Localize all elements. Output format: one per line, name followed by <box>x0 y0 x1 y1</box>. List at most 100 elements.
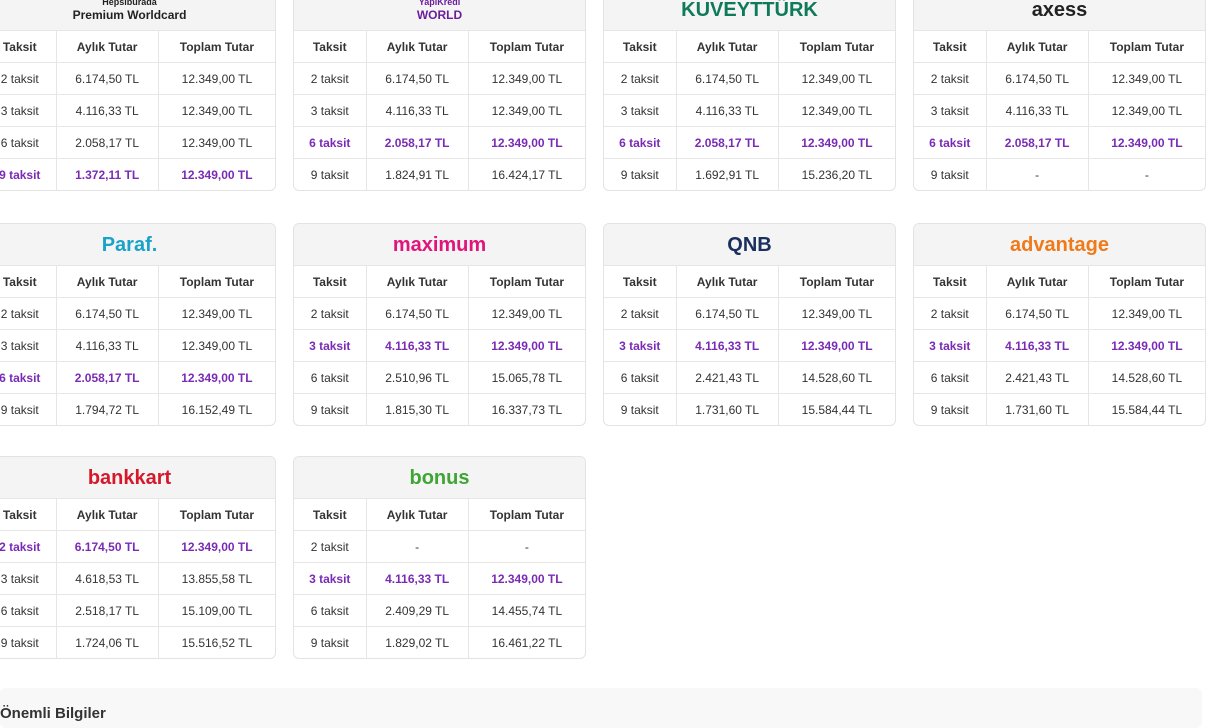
table-cell: 6 taksit <box>929 135 971 150</box>
table-cell: 6 taksit <box>930 370 969 385</box>
table-cell: 4.116,33 TL <box>985 95 1088 126</box>
installment-row: 9 taksit 1.829,02 TL 16.461,22 TL <box>294 626 585 658</box>
table-cell: 14.528,60 TL <box>1087 362 1205 393</box>
header-cell: Taksit <box>622 274 657 289</box>
header-cell: Aylık Tutar <box>985 266 1088 297</box>
table-cell: 1.731,60 TL <box>985 394 1088 425</box>
bank-card: Paraf. Taksit Aylık Tutar Toplam Tutar 2 tak… <box>0 223 276 426</box>
header-cell: Toplam Tutar <box>467 31 585 62</box>
table-header: Taksit Aylık Tutar Toplam Tutar <box>914 265 1205 297</box>
installment-row: 3 taksit 4.116,33 TL 12.349,00 TL <box>294 329 585 361</box>
header-cell: Taksit <box>2 274 37 289</box>
installment-row: 6 taksit 2.409,29 TL 14.455,74 TL <box>294 594 585 626</box>
table-header: Taksit Aylık Tutar Toplam Tutar <box>294 30 585 62</box>
logo-text: QNB <box>727 233 772 256</box>
logo-text: advantage <box>1010 233 1109 256</box>
table-cell: 2.058,17 TL <box>55 127 158 158</box>
table-cell: 1.794,72 TL <box>55 394 158 425</box>
table-cell: 6.174,50 TL <box>55 63 158 94</box>
table-cell: 6 taksit <box>0 135 39 150</box>
table-cell: 6 taksit <box>310 603 349 618</box>
table-cell: 12.349,00 TL <box>777 298 895 329</box>
installment-row: 2 taksit 6.174,50 TL 12.349,00 TL <box>294 62 585 94</box>
header-cell: Aylık Tutar <box>55 499 158 530</box>
table-cell: 12.349,00 TL <box>157 330 275 361</box>
installment-row: 3 taksit 4.116,33 TL 12.349,00 TL <box>294 94 585 126</box>
header-cell: Aylık Tutar <box>365 499 468 530</box>
installment-row: 9 taksit 1.731,60 TL 15.584,44 TL <box>914 393 1205 425</box>
table-cell: 3 taksit <box>309 338 351 353</box>
table-header: Taksit Aylık Tutar Toplam Tutar <box>914 30 1205 62</box>
table-cell: 2.058,17 TL <box>365 127 468 158</box>
table-cell: 12.349,00 TL <box>1087 95 1205 126</box>
table-cell: 1.815,30 TL <box>365 394 468 425</box>
table-cell: 12.349,00 TL <box>777 63 895 94</box>
table-header: Taksit Aylık Tutar Toplam Tutar <box>0 30 275 62</box>
table-cell: 3 taksit <box>620 103 659 118</box>
table-header: Taksit Aylık Tutar Toplam Tutar <box>0 265 275 297</box>
table-cell: 15.236,20 TL <box>777 159 895 190</box>
header-cell: Aylık Tutar <box>55 31 158 62</box>
installment-row: 2 taksit 6.174,50 TL 12.349,00 TL <box>0 62 275 94</box>
table-cell: 16.424,17 TL <box>467 159 585 190</box>
table-cell: 6 taksit <box>619 135 661 150</box>
table-cell: 2.421,43 TL <box>985 362 1088 393</box>
installment-row: 6 taksit 2.510,96 TL 15.065,78 TL <box>294 361 585 393</box>
table-cell: 2.518,17 TL <box>55 595 158 626</box>
header-cell: Toplam Tutar <box>777 31 895 62</box>
logo-text: KUVEYTTÜRK <box>681 0 818 21</box>
table-cell: 3 taksit <box>309 571 351 586</box>
table-cell: 15.584,44 TL <box>777 394 895 425</box>
header-cell: Toplam Tutar <box>467 266 585 297</box>
table-cell: 2 taksit <box>0 306 39 321</box>
info-title: Önemli Bilgiler <box>0 705 106 722</box>
table-cell: 6 taksit <box>310 370 349 385</box>
table-header: Taksit Aylık Tutar Toplam Tutar <box>604 30 895 62</box>
table-header: Taksit Aylık Tutar Toplam Tutar <box>0 498 275 530</box>
installment-row: 3 taksit 4.116,33 TL 12.349,00 TL <box>914 329 1205 361</box>
bank-logo: axess <box>914 0 1205 30</box>
bank-logo: QNB <box>604 224 895 265</box>
table-cell: 2.058,17 TL <box>675 127 778 158</box>
table-cell: 15.516,52 TL <box>157 627 275 658</box>
table-cell: 2 taksit <box>310 71 349 86</box>
table-cell: - <box>467 531 585 562</box>
installment-row: 3 taksit 4.116,33 TL 12.349,00 TL <box>604 94 895 126</box>
table-cell: 12.349,00 TL <box>467 330 585 361</box>
bank-card: Hepsiburada Premium Worldcard Taksit Aylık … <box>0 0 276 191</box>
table-cell: 2 taksit <box>310 539 349 554</box>
logo-text: axess <box>1031 0 1088 21</box>
table-cell: 4.116,33 TL <box>675 330 778 361</box>
table-cell: 2.058,17 TL <box>55 362 158 393</box>
installment-row: 9 taksit - - <box>914 158 1205 190</box>
table-cell: 4.116,33 TL <box>365 563 468 594</box>
table-cell: 16.337,73 TL <box>467 394 585 425</box>
header-cell: Taksit <box>312 507 347 522</box>
logo-text: maximum <box>392 233 487 256</box>
table-cell: 9 taksit <box>930 402 969 417</box>
table-header: Taksit Aylık Tutar Toplam Tutar <box>294 265 585 297</box>
header-cell: Toplam Tutar <box>1087 31 1205 62</box>
table-cell: 12.349,00 TL <box>467 95 585 126</box>
logo-text: Premium Worldcard <box>72 8 187 22</box>
installment-row: 6 taksit 2.058,17 TL 12.349,00 TL <box>0 361 275 393</box>
table-cell: 12.349,00 TL <box>1087 298 1205 329</box>
installment-row: 3 taksit 4.116,33 TL 12.349,00 TL <box>604 329 895 361</box>
installment-row: 3 taksit 4.116,33 TL 12.349,00 TL <box>294 562 585 594</box>
installment-row: 2 taksit 6.174,50 TL 12.349,00 TL <box>0 530 275 562</box>
table-cell: 2 taksit <box>930 306 969 321</box>
table-cell: 6 taksit <box>309 135 351 150</box>
table-cell: 3 taksit <box>310 103 349 118</box>
table-cell: 12.349,00 TL <box>467 563 585 594</box>
installment-row: 9 taksit 1.794,72 TL 16.152,49 TL <box>0 393 275 425</box>
table-cell: 6.174,50 TL <box>675 298 778 329</box>
installment-row: 6 taksit 2.058,17 TL 12.349,00 TL <box>604 126 895 158</box>
header-cell: Taksit <box>2 39 37 54</box>
header-cell: Toplam Tutar <box>157 266 275 297</box>
table-cell: 4.116,33 TL <box>365 95 468 126</box>
bank-card: maximum Taksit Aylık Tutar Toplam Tutar 2 ta… <box>293 223 586 426</box>
header-cell: Taksit <box>932 39 967 54</box>
header-cell: Aylık Tutar <box>675 31 778 62</box>
table-cell: 9 taksit <box>0 402 39 417</box>
table-cell: 6 taksit <box>0 370 41 385</box>
